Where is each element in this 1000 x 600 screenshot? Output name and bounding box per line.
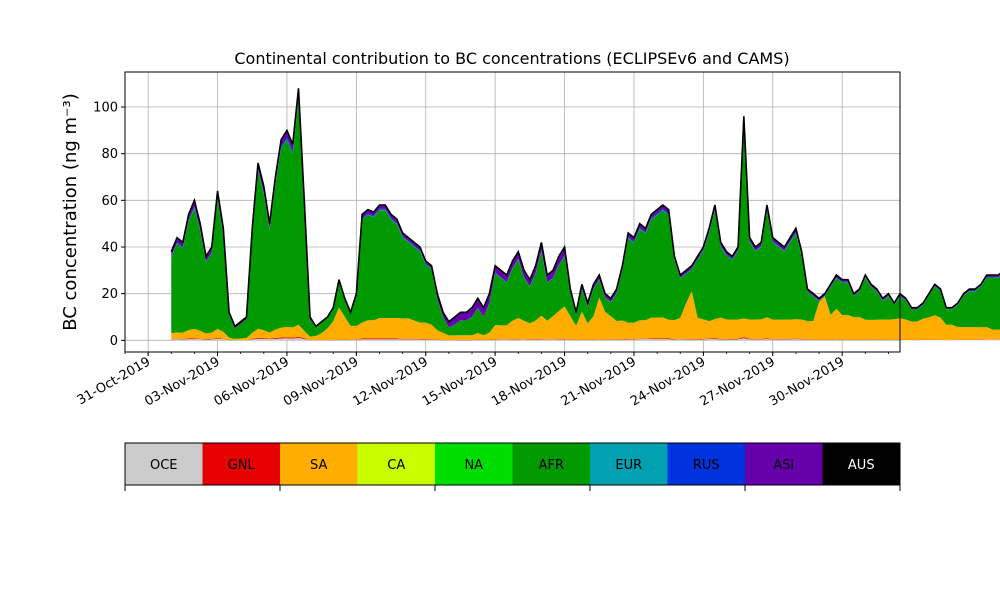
area-afr: [171, 98, 1000, 339]
y-axis-label: BC concentration (ng m⁻³): [60, 93, 81, 331]
legend-label: AFR: [539, 458, 564, 473]
legend-swatch-rus: [667, 443, 745, 485]
y-tick-label: 20: [101, 287, 118, 302]
legend-label: CA: [387, 458, 405, 473]
x-tick-label: 18-Nov-2019: [489, 354, 569, 409]
x-tick-label: 09-Nov-2019: [281, 354, 361, 409]
x-tick-label: 31-Oct-2019: [75, 354, 153, 408]
legend-swatch-asi: [745, 443, 823, 485]
x-tick-label: 21-Nov-2019: [559, 354, 639, 409]
x-tick-label: 15-Nov-2019: [420, 354, 500, 409]
y-tick-label: 80: [101, 147, 118, 162]
legend-swatch-aus: [822, 443, 900, 485]
legend-swatch-gnl: [202, 443, 280, 485]
legend-label: EUR: [615, 458, 642, 473]
legend-label: GNL: [228, 458, 256, 473]
area-oce: [171, 338, 1000, 341]
area-sa: [171, 291, 1000, 341]
x-tick-label: 06-Nov-2019: [212, 354, 292, 409]
legend-swatch-na: [435, 443, 513, 485]
legend-label: AUS: [848, 458, 875, 473]
y-tick-label: 60: [101, 194, 118, 209]
chart-title: Continental contribution to BC concentra…: [234, 49, 789, 68]
legend: OCE GNL SA CA NA AFR EUR RUS ASI AUS: [124, 442, 901, 491]
x-tick-label: 27-Nov-2019: [697, 354, 777, 409]
legend-label: RUS: [693, 458, 720, 473]
legend-label: ASI: [773, 458, 794, 473]
x-tick-label: 03-Nov-2019: [142, 354, 222, 409]
legend-swatch-afr: [512, 443, 590, 485]
x-tick-label: 24-Nov-2019: [628, 354, 708, 409]
legend-swatch-oce: [125, 443, 203, 485]
y-tick-label: 100: [93, 101, 118, 116]
legend-swatch-ca: [357, 443, 435, 485]
plot-area: 0 20 40 60 80 100 31-Oct-201903-Nov-201906-Nov…: [75, 71, 1000, 409]
total-line: [170, 88, 1000, 328]
legend-label: OCE: [150, 458, 178, 473]
y-tick-label: 40: [101, 241, 118, 256]
legend-frame: [124, 442, 901, 486]
x-tick-label: 12-Nov-2019: [350, 354, 430, 409]
legend-label: SA: [310, 458, 327, 473]
legend-swatch-sa: [280, 443, 358, 485]
legend-label: NA: [464, 458, 483, 473]
y-tick-label: 0: [110, 334, 118, 349]
axes-frame: [124, 71, 901, 353]
legend-swatch-eur: [590, 443, 668, 485]
x-tick-label: 30-Nov-2019: [767, 354, 847, 409]
